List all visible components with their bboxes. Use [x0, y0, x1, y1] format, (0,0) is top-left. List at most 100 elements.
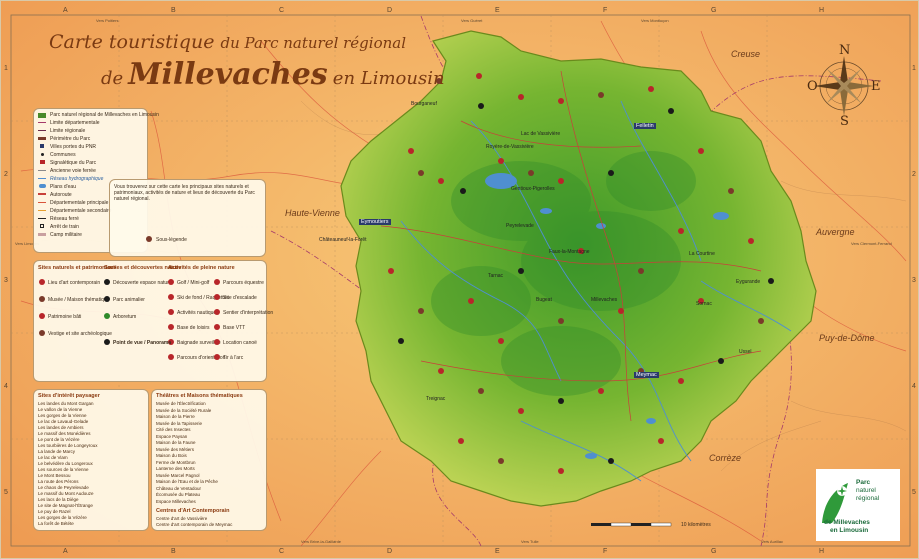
sub-legend-icon	[146, 236, 152, 242]
town-tarnac[interactable]: Tarnac	[488, 273, 504, 279]
grid-col-d-bottom: D	[387, 548, 393, 555]
theme-list-item[interactable]: Cité des Insectes	[156, 427, 191, 432]
site-list-item[interactable]: La route des Pérons	[38, 479, 79, 484]
theme-list-item[interactable]: Espace Millevaches	[156, 498, 196, 504]
town-millevaches[interactable]: Millevaches	[591, 297, 618, 303]
activities-col1-title: Sites naturels et patrimoniaux	[38, 265, 117, 271]
town-treignac[interactable]: Treignac	[426, 396, 446, 402]
town-eygurande[interactable]: Eygurande	[736, 279, 761, 285]
signage-swatch	[40, 160, 45, 164]
grid-col-c-bottom: C	[279, 548, 285, 555]
town-eymoutiers[interactable]: Eymoutiers	[359, 219, 391, 225]
site-list-item[interactable]: Le lac de Lavaud-Gelade	[38, 419, 89, 424]
activity-item: Golf / Mini-golf	[177, 280, 210, 286]
theme-list-item[interactable]: Château de Ventadour	[156, 485, 202, 491]
site-list-item[interactable]: Les tourbières de Longeyroux	[38, 443, 98, 448]
town-bugeat[interactable]: Bugeat	[536, 297, 552, 303]
site-list-item[interactable]: Les lacs de la Diège	[38, 497, 79, 502]
site-list-item[interactable]: Le site de Magnat-l'Étrange	[38, 503, 93, 508]
theme-list-item[interactable]: Espace Paysan	[156, 433, 188, 439]
river-network	[400, 100, 792, 482]
lake-swatch	[39, 184, 46, 188]
railway-swatch	[38, 218, 46, 219]
grid-col-d: D	[387, 7, 393, 14]
town-felletin[interactable]: Felletin	[634, 123, 656, 129]
grid-col-a: A	[63, 7, 68, 14]
grid-col-b: B	[171, 7, 176, 14]
theme-list-item[interactable]: Lanterne des Morts	[156, 466, 195, 471]
theme-list-item[interactable]: Ferme de Montbrun	[156, 459, 196, 465]
site-list-item[interactable]: Les gorges de la Vézère	[38, 515, 87, 520]
edge-label-limoges: Vers Limoges	[15, 241, 40, 246]
site-list-item[interactable]: Le lac de Viam	[38, 455, 68, 460]
nature-discovery-icon	[104, 279, 110, 285]
theme-list-item[interactable]: Musée Marcel Pagnol	[156, 472, 200, 478]
town-gentioux[interactable]: Gentioux-Pigerolles	[511, 186, 555, 192]
secondary-road-swatch	[38, 210, 46, 211]
site-list-item[interactable]: Les gorges de la Vienne	[38, 413, 87, 418]
park-logo-emblem	[822, 483, 848, 523]
region-puy-de-dome: Puy-de-Dôme	[819, 333, 875, 343]
grid-col-e-bottom: E	[495, 548, 500, 555]
sites-list-title: Sites d'intérêt paysager	[38, 393, 100, 399]
sites-list-panel: Sites d'intérêt paysager Les landes du M…	[33, 389, 149, 531]
viewpoint-label: Point de vue / Panorama	[113, 340, 172, 346]
site-list-item[interactable]: Le chaos de Peyrelevade	[38, 485, 89, 490]
site-list-item[interactable]: Le pont de la Vézère	[38, 437, 80, 442]
site-list-item[interactable]: Les sources de la Vienne	[38, 467, 89, 472]
town-la-courtine[interactable]: La Courtine	[689, 251, 715, 257]
site-list-item[interactable]: Le puy de Razel	[38, 509, 71, 514]
site-list-item[interactable]: Le massif des Monédières	[38, 431, 91, 436]
theme-list-item[interactable]: Musée de la Tapisserie	[156, 420, 202, 426]
art-centre-item[interactable]: Centre d'art de Vassivière	[156, 516, 208, 521]
site-list-item[interactable]: Le belvédère du Longeroux	[38, 461, 93, 466]
art-centre-item[interactable]: Centre d'art contemporain de Meymac	[156, 522, 233, 527]
site-list-item[interactable]: Le Mont Bessou	[38, 473, 71, 478]
train-stop-swatch	[40, 224, 44, 228]
site-list-item[interactable]: La forêt de Bététe	[38, 521, 74, 526]
park-swatch	[38, 113, 46, 118]
main-road-swatch	[38, 202, 46, 203]
compass-west: O	[807, 79, 818, 94]
site-list-item[interactable]: Le vallon de la Vienne	[38, 407, 83, 412]
town-royere[interactable]: Royère-de-Vassivière	[486, 144, 534, 150]
grid-row-1-right: 1	[912, 65, 916, 72]
region-limit-swatch	[38, 130, 46, 131]
site-list-item[interactable]: Le massif du Mont Audouze	[38, 491, 94, 496]
park-area	[340, 30, 817, 507]
town-ussel[interactable]: Ussel	[739, 349, 752, 355]
theme-list-item[interactable]: Maison de la Pierre	[156, 414, 195, 419]
town-chateauneuf[interactable]: Châteauneuf-la-Forêt	[319, 237, 367, 243]
theme-list-item[interactable]: Maison du Bois	[156, 453, 187, 458]
theme-list-item[interactable]: Maison de la Faune	[156, 440, 196, 445]
title-suffix: en Limousin	[332, 68, 445, 89]
grid-row-4: 4	[4, 383, 8, 390]
town-faux-la-montagne[interactable]: Faux-la-Montagne	[549, 249, 590, 255]
art-centres-title: Centres d'Art Contemporain	[156, 508, 230, 514]
compass-north: N	[839, 43, 851, 58]
town-lac-vassiviere[interactable]: Lac de Vassivière	[521, 131, 561, 137]
map-title-line2: de Millevaches en Limousin	[101, 57, 445, 92]
grid-col-h-bottom: H	[819, 548, 825, 555]
theme-list-item[interactable]: Maison de l'Eau et de la Pêche	[156, 479, 218, 484]
legend-item: Communes	[50, 152, 76, 158]
theme-list-item[interactable]: Musée de l'Électrification	[156, 401, 206, 406]
site-list-item[interactable]: Les landes du Mont Gargan	[38, 401, 94, 406]
site-list-item[interactable]: Les landes de Ambiers	[38, 425, 84, 430]
leisure-base-icon	[168, 324, 174, 330]
animal-park-icon	[104, 296, 110, 302]
town-sornac[interactable]: Sornac	[696, 301, 712, 307]
town-meymac[interactable]: Meymac	[634, 372, 659, 378]
theme-list-item[interactable]: Écomusée du Plateau	[156, 492, 201, 497]
town-bourganeuf[interactable]: Bourganeuf	[411, 101, 437, 107]
edge-label-aurillac: Vers Aurillac	[761, 539, 784, 544]
map-title-line1: Carte touristique du Parc naturel région…	[49, 31, 406, 53]
legend-item: Camp militaire	[50, 232, 82, 238]
theme-list-item[interactable]: Musée des Métiers	[156, 446, 195, 452]
site-list-item[interactable]: La lande de Marcy	[38, 449, 76, 454]
activity-item: Tir à l'arc	[223, 355, 244, 361]
perimeter-swatch	[38, 137, 46, 140]
theme-list-item[interactable]: Musée de la Société Rurale	[156, 407, 212, 413]
grid-col-f: F	[603, 7, 608, 14]
town-peyrelevade[interactable]: Peyrelevade	[506, 223, 534, 229]
